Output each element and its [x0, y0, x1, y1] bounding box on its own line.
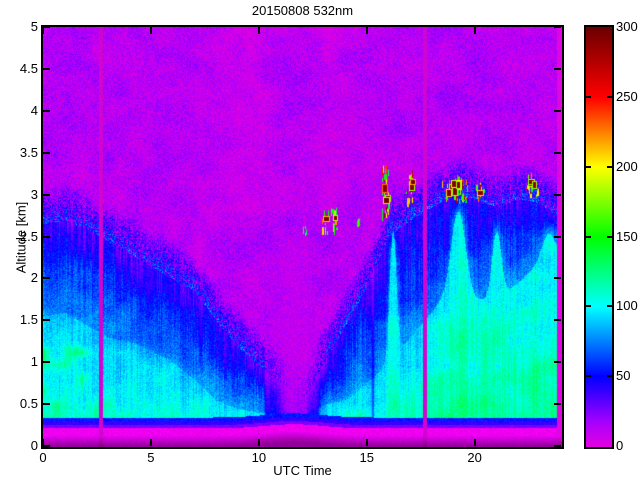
tick-mark [43, 152, 50, 154]
colorbar-tick-label: 100 [616, 298, 638, 314]
plot-title: 20150808 532nm [251, 3, 354, 18]
y-tick-label: 4.5 [19, 60, 38, 76]
plot-axes-box [41, 25, 564, 449]
colorbar-tick-label: 0 [616, 438, 624, 453]
tick-mark [42, 439, 44, 446]
tick-mark [607, 305, 612, 307]
tick-mark [586, 96, 591, 98]
tick-mark [554, 403, 561, 405]
x-tick-label: 15 [359, 450, 374, 465]
x-tick-label: 5 [147, 450, 155, 465]
colorbar-tick-label: 250 [616, 88, 638, 104]
y-tick-label: 0.5 [19, 396, 38, 412]
tick-mark [42, 27, 44, 34]
tick-mark [43, 110, 50, 112]
tick-mark [43, 361, 50, 363]
x-tick-label: 0 [39, 450, 47, 465]
tick-mark [554, 277, 561, 279]
tick-mark [366, 27, 368, 34]
colorbar-tick-label: 300 [616, 19, 638, 34]
tick-mark [586, 305, 591, 307]
y-tick-label: 4 [30, 102, 38, 118]
tick-mark [43, 277, 50, 279]
tick-mark [586, 166, 591, 168]
tick-mark [554, 68, 561, 70]
tick-mark [554, 236, 561, 238]
tick-mark [554, 26, 561, 28]
y-tick-label: 5 [30, 19, 38, 34]
y-tick-label: 3.5 [19, 144, 38, 160]
tick-mark [43, 319, 50, 321]
tick-mark [554, 152, 561, 154]
tick-mark [607, 166, 612, 168]
tick-mark [607, 375, 612, 377]
heatmap-canvas [43, 27, 562, 447]
x-tick-label: 20 [467, 450, 482, 465]
tick-mark [43, 445, 50, 447]
tick-mark [474, 27, 476, 34]
tick-mark [43, 403, 50, 405]
colorbar-tick-label: 200 [616, 158, 638, 174]
tick-mark [554, 194, 561, 196]
y-tick-label: 1.5 [19, 312, 38, 328]
y-tick-label: 3 [30, 186, 38, 202]
x-tick-label: 10 [251, 450, 267, 465]
tick-mark [43, 236, 50, 238]
y-tick-label: 1 [30, 354, 38, 370]
tick-mark [554, 319, 561, 321]
tick-mark [43, 26, 50, 28]
tick-mark [474, 439, 476, 446]
tick-mark [554, 361, 561, 363]
colorbar-box [584, 25, 614, 449]
tick-mark [150, 27, 152, 34]
y-tick-label: 2 [30, 270, 38, 286]
tick-mark [43, 194, 50, 196]
colorbar-tick-label: 50 [616, 368, 631, 384]
tick-mark [554, 445, 561, 447]
y-tick-label: 0 [30, 438, 38, 453]
tick-mark [607, 236, 612, 238]
y-tick-label: 2.5 [19, 228, 38, 244]
tick-mark [258, 439, 260, 446]
tick-mark [43, 68, 50, 70]
tick-mark [607, 96, 612, 98]
tick-mark [554, 110, 561, 112]
colorbar-tick-label: 150 [616, 228, 638, 244]
x-axis-label: UTC Time [273, 463, 332, 478]
tick-mark [586, 375, 591, 377]
tick-mark [586, 236, 591, 238]
tick-mark [258, 27, 260, 34]
tick-mark [366, 439, 368, 446]
tick-mark [150, 439, 152, 446]
